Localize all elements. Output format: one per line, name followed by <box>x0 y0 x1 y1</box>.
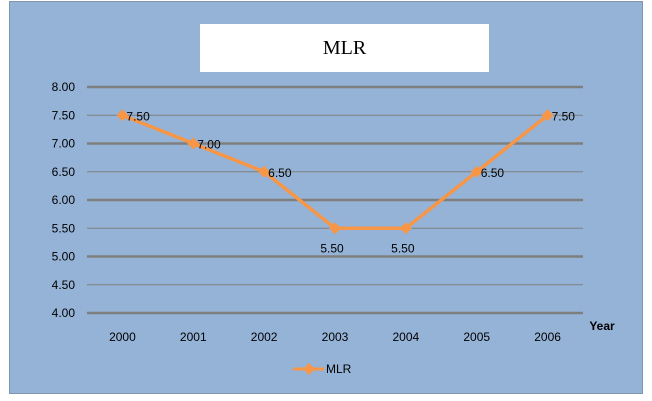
y-axis-tick-labels: 4.00 4.50 5.00 5.50 6.00 6.50 7.00 7.50 8.00 <box>52 80 76 320</box>
legend-marker-mlr <box>303 363 315 375</box>
x-tick-label: 2000 <box>109 330 136 344</box>
x-axis-tick-labels: 2000 2001 2002 2003 2004 2005 2006 <box>109 330 561 344</box>
data-labels: 7.50 7.00 6.50 5.50 5.50 6.50 7.50 <box>126 109 575 255</box>
y-tick-label: 7.50 <box>52 108 76 122</box>
y-tick-label: 5.50 <box>52 221 76 235</box>
series-mlr <box>116 109 554 235</box>
legend: MLR <box>293 362 352 376</box>
y-tick-label: 4.50 <box>52 278 76 292</box>
data-label: 5.50 <box>320 241 344 255</box>
data-point-marker <box>329 222 341 235</box>
x-tick-label: 2005 <box>463 330 490 344</box>
x-tick-label: 2001 <box>180 330 207 344</box>
y-tick-label: 7.00 <box>52 137 76 151</box>
data-point-marker <box>541 109 554 122</box>
data-point-marker <box>116 109 129 122</box>
data-point-marker <box>470 165 483 178</box>
data-point-marker <box>187 137 200 150</box>
x-tick-label: 2006 <box>534 330 561 344</box>
data-point-marker <box>399 222 412 235</box>
data-label: 6.50 <box>481 166 505 180</box>
legend-label-mlr: MLR <box>326 362 352 376</box>
data-label: 7.50 <box>552 109 576 123</box>
x-axis-title: Year <box>589 319 615 333</box>
y-tick-label: 8.00 <box>52 80 76 94</box>
data-label: 7.50 <box>126 109 150 123</box>
x-tick-label: 2003 <box>322 330 349 344</box>
y-tick-label: 5.00 <box>52 250 76 264</box>
y-tick-label: 6.50 <box>52 165 76 179</box>
data-label: 7.00 <box>197 138 221 152</box>
data-label: 5.50 <box>391 241 415 255</box>
y-tick-label: 4.00 <box>52 306 76 320</box>
x-tick-label: 2002 <box>251 330 278 344</box>
gridlines <box>87 85 583 315</box>
chart-title: MLR <box>200 24 489 72</box>
x-tick-label: 2004 <box>393 330 420 344</box>
y-tick-label: 6.00 <box>52 193 76 207</box>
data-point-marker <box>258 165 271 178</box>
data-label: 6.50 <box>268 166 292 180</box>
